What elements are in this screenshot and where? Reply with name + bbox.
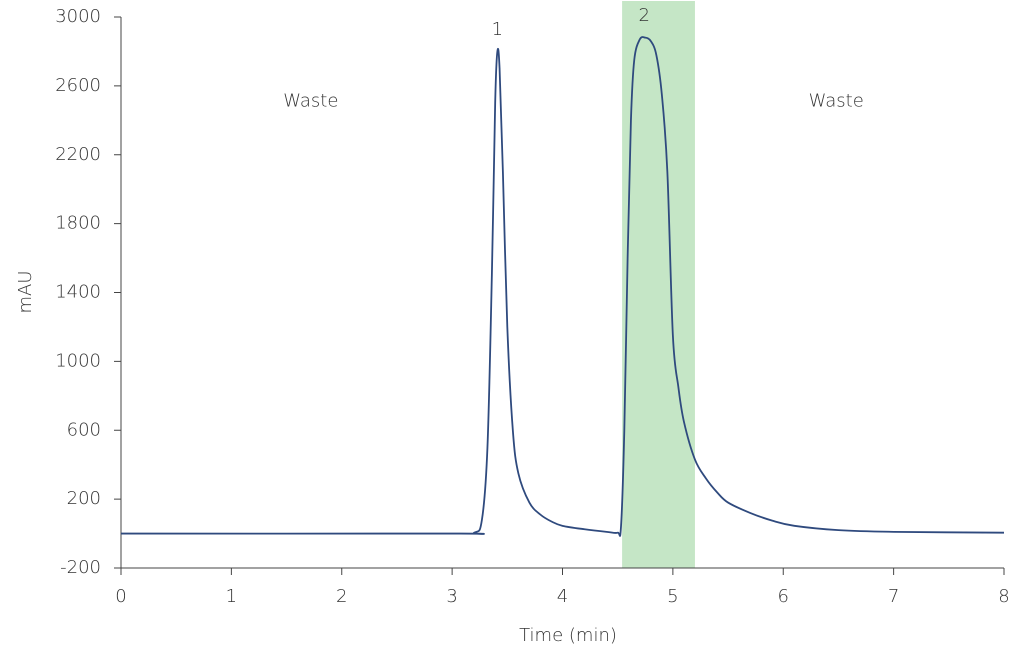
x-tick-label: 4: [557, 586, 568, 607]
y-tick-label: 2200: [55, 144, 101, 165]
annotation: 2: [638, 5, 649, 26]
x-tick-label: 2: [336, 586, 347, 607]
y-tick-label: 1000: [55, 350, 101, 371]
annotation: 1: [492, 19, 503, 40]
y-tick-label: -200: [60, 557, 101, 578]
x-tick-label: 7: [888, 586, 899, 607]
annotation: Waste: [283, 90, 338, 111]
y-tick-label: 3000: [55, 6, 101, 27]
y-axis-label: mAU: [15, 270, 36, 313]
trace-line: [120, 36, 1005, 537]
x-tick-label: 0: [115, 586, 126, 607]
y-tick-label: 1400: [55, 282, 101, 303]
y-tick-label: 1800: [55, 213, 101, 234]
y-tick-label: 600: [67, 419, 101, 440]
x-tick-label: 8: [998, 586, 1009, 607]
highlight-band: [622, 1, 695, 568]
x-axis-label: Time (min): [519, 625, 617, 646]
y-tick-label: 2600: [55, 75, 101, 96]
x-tick-label: 3: [446, 586, 457, 607]
x-tick-label: 5: [667, 586, 678, 607]
y-tick-label: 200: [67, 488, 101, 509]
x-tick-label: 1: [226, 586, 237, 607]
annotation: Waste: [809, 90, 864, 111]
x-tick-label: 6: [778, 586, 789, 607]
